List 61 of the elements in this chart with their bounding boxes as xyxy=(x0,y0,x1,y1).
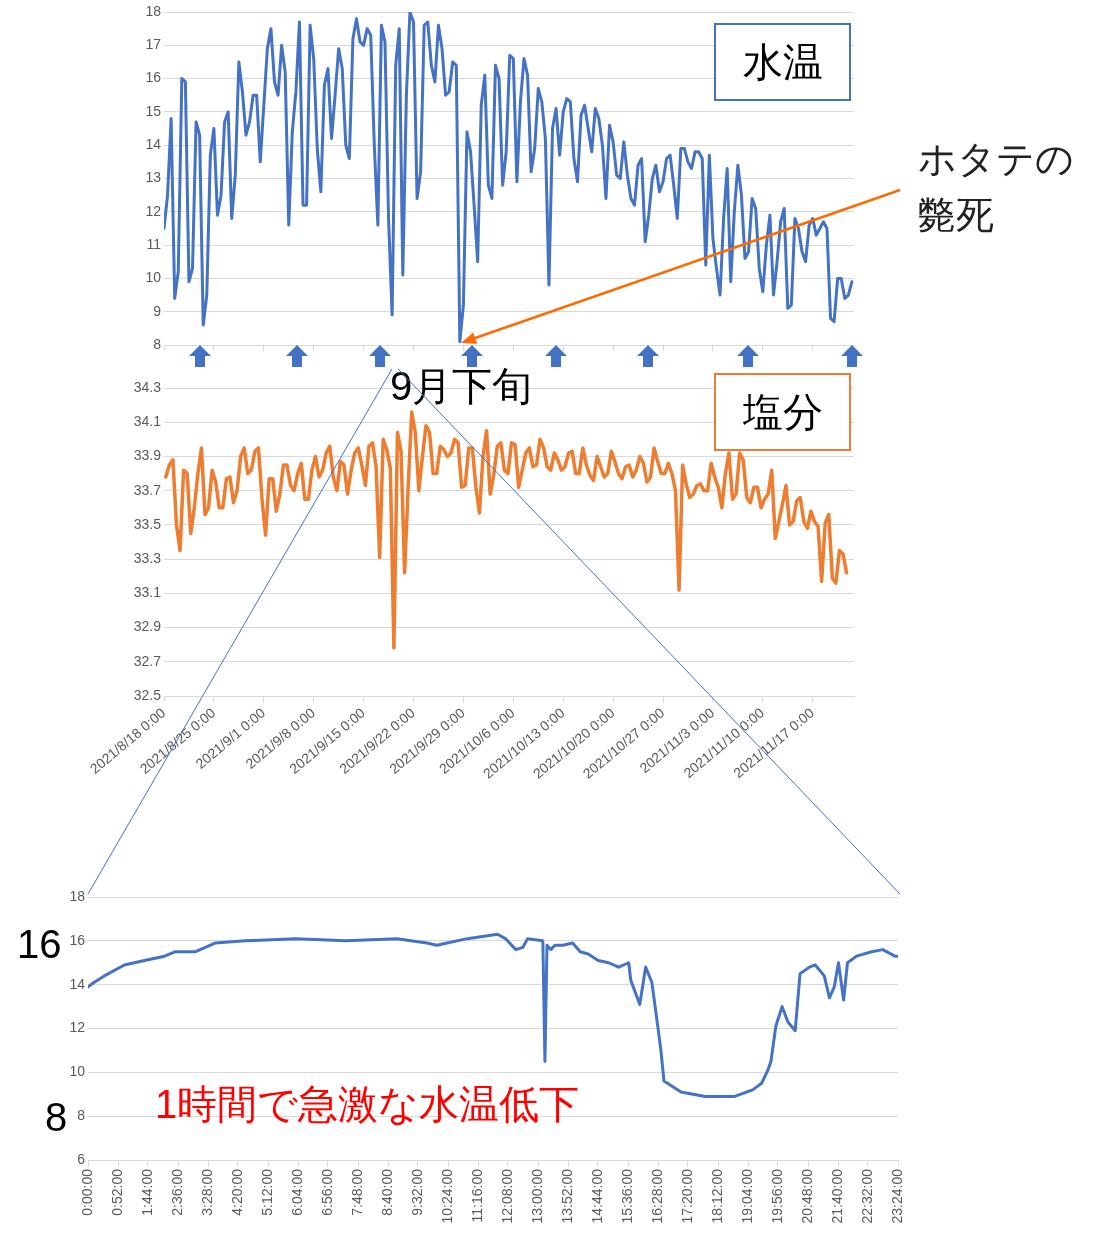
x-tick-label: 20:48:00 xyxy=(798,1168,815,1224)
x-tick-label: 16:28:00 xyxy=(648,1168,665,1224)
x-tick-label: 1:44:00 xyxy=(138,1168,155,1216)
x-tick-label: 19:04:00 xyxy=(738,1168,755,1224)
x-tick-label: 0:00:00 xyxy=(78,1168,95,1216)
x-tick-label: 6:56:00 xyxy=(318,1168,335,1216)
x-tick-label: 8:40:00 xyxy=(378,1168,395,1216)
x-tick-label: 2:36:00 xyxy=(168,1168,185,1216)
x-tick-label: 17:20:00 xyxy=(678,1168,695,1224)
y-tick-label: 12 xyxy=(145,202,162,219)
y-tick-label: 6 xyxy=(77,1150,86,1167)
x-tick-label: 3:28:00 xyxy=(198,1168,215,1216)
y-tick-label: 33.1 xyxy=(133,584,162,601)
y-tick-label: 15 xyxy=(145,102,162,119)
x-tick-label: 5:12:00 xyxy=(258,1168,275,1216)
x-tick-label: 4:20:00 xyxy=(228,1168,245,1216)
y-tick-label: 16 xyxy=(69,931,86,948)
x-tick-label: 21:40:00 xyxy=(828,1168,845,1224)
chart-title: 塩分 xyxy=(714,373,851,451)
y-tick-label: 33.3 xyxy=(133,549,162,566)
x-tick-label: 13:00:00 xyxy=(528,1168,545,1224)
x-tick-label: 10:24:00 xyxy=(438,1168,455,1224)
y-tick-label: 8 xyxy=(153,335,162,352)
annotation: 1時間で急激な水温低下 xyxy=(155,1081,580,1128)
y-tick-label: 32.7 xyxy=(133,652,162,669)
x-tick-label: 18:12:00 xyxy=(708,1168,725,1224)
y-tick-label: 16 xyxy=(145,69,162,86)
text: 水温 xyxy=(714,23,851,101)
y-tick-label: 32.9 xyxy=(133,618,162,635)
x-tick-label: 22:32:00 xyxy=(858,1168,875,1224)
x-tick-label: 0:52:00 xyxy=(108,1168,125,1216)
x-tick-label: 6:04:00 xyxy=(288,1168,305,1216)
text: ホタテの斃死 xyxy=(918,138,1074,236)
y-tick-label: 18 xyxy=(69,887,86,904)
y-tick-label: 12 xyxy=(69,1019,86,1036)
y-tick-label: 10 xyxy=(69,1063,86,1080)
y-tick-label: 14 xyxy=(145,136,162,153)
x-tick-label: 12:08:00 xyxy=(498,1168,515,1224)
annotation: 9月下旬 xyxy=(390,363,533,410)
x-tick-label: 13:52:00 xyxy=(558,1168,575,1224)
y-tick-label: 14 xyxy=(69,975,86,992)
x-tick-label: 9:32:00 xyxy=(408,1168,425,1216)
x-tick-label: 23:24:00 xyxy=(888,1168,905,1224)
y-tick-label: 11 xyxy=(146,235,162,252)
y-tick-label: 33.7 xyxy=(133,481,162,498)
y-tick-label: 18 xyxy=(145,2,162,19)
y-tick-label: 34.3 xyxy=(133,378,162,395)
y-tick-label: 10 xyxy=(145,269,162,286)
y-tick-label: 9 xyxy=(153,302,162,319)
y-tick-label: 13 xyxy=(145,169,162,186)
y-tick-label: 8 xyxy=(77,1107,86,1124)
y-tick-label: 34.1 xyxy=(133,413,162,430)
x-tick-label: 15:36:00 xyxy=(618,1168,635,1224)
y-tick-label: 33.5 xyxy=(133,515,162,532)
y-tick-label: 32.5 xyxy=(133,686,162,703)
x-tick-label: 11:16:00 xyxy=(468,1168,485,1223)
y-tick-label: 17 xyxy=(145,36,162,53)
y-tick-label: 33.9 xyxy=(133,447,162,464)
x-tick-label: 19:56:00 xyxy=(768,1168,785,1224)
x-tick-label: 14:44:00 xyxy=(588,1168,605,1224)
x-tick-label: 7:48:00 xyxy=(348,1168,365,1216)
